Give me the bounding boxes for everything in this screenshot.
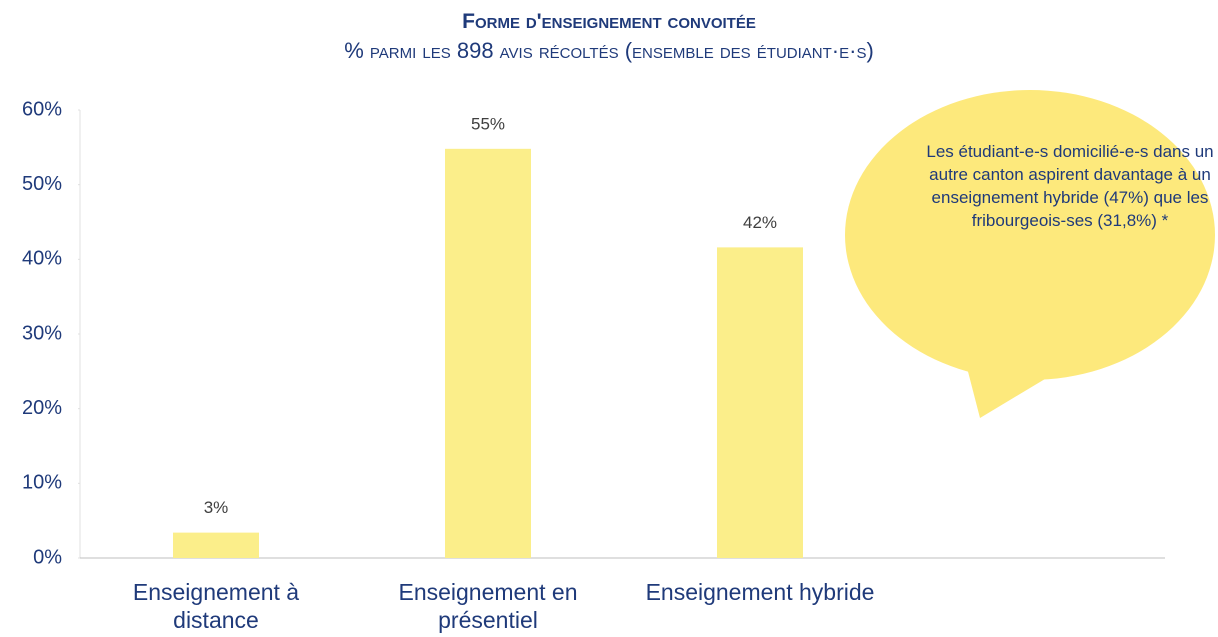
x-tick-label: Enseignement à distance — [132, 579, 300, 633]
chart-title: Forme d'enseignement convoitée — [462, 10, 756, 33]
bar — [717, 247, 803, 559]
data-label: 42% — [743, 213, 777, 232]
annotation: Les étudiant-e-s domicilié-e-s dans un a… — [926, 142, 1214, 230]
y-tick-label: 30% — [22, 322, 62, 344]
bar — [445, 148, 531, 558]
y-tick-label: 40% — [22, 248, 62, 270]
data-label: 55% — [471, 114, 505, 133]
bar — [173, 532, 259, 558]
chart-subtitle: % parmi les 898 avis récoltés (ensemble … — [344, 38, 874, 63]
x-tick-label: Enseignement hybride — [645, 579, 875, 605]
callout-tail — [965, 360, 1060, 418]
y-tick-label: 10% — [22, 472, 62, 494]
y-tick-label: 60% — [22, 98, 62, 120]
callout-bubble — [845, 90, 1215, 380]
x-tick-label: Enseignement en présentiel — [398, 579, 578, 633]
y-tick-label: 50% — [22, 173, 62, 195]
data-label: 3% — [204, 498, 229, 517]
y-tick-label: 0% — [33, 546, 62, 568]
y-tick-label: 20% — [22, 397, 62, 419]
